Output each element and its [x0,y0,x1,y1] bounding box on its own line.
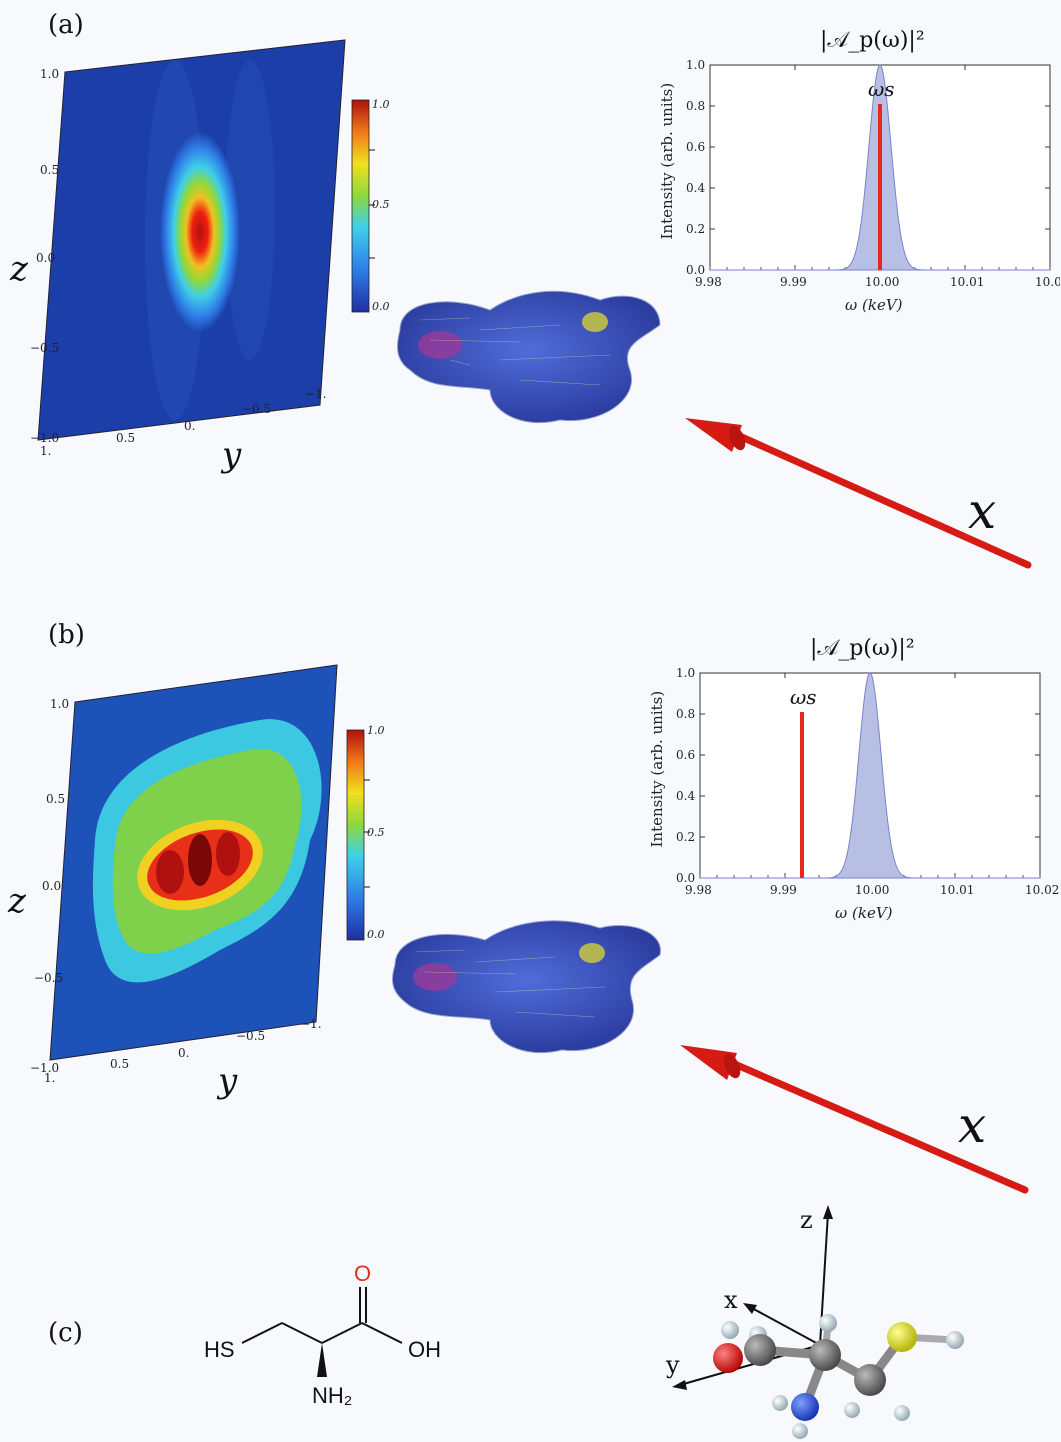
z-tick-a: 0.5 [40,163,59,177]
beam-arrow-b [680,1045,1029,1194]
y-axis-label: Intensity (arb. units) [658,83,676,240]
x-tick-label: 9.98 [695,275,722,289]
y-tick-b: −0.5 [236,1029,265,1043]
x-axis-label-a: x [968,482,996,540]
y-tick-a: −1. [305,387,327,401]
z-tick-a: −1.0 [30,431,59,445]
y-axis-label-a: y [220,435,242,475]
z-tick-b: −0.5 [34,971,63,985]
colorbar-tick-a: 0.5 [372,198,390,211]
cysteine-ball-and-stick-model: z x y [665,1205,964,1439]
y-tick-label: 0.2 [676,830,695,844]
cysteine-structural-formula: HS OH O NH₂ [204,1261,441,1408]
y-tick-a: 0.5 [116,431,135,445]
x-tick-label: 10.02 [1035,275,1060,289]
x-axis-label-b: x [958,1096,986,1154]
colorbar-tick-a: 0.0 [372,300,390,313]
y-tick-a: −0.5 [242,402,271,416]
y-tick-b: 1. [44,1071,55,1085]
colorbar-a [351,99,375,313]
y-tick-label: 1.0 [686,58,705,72]
beam-arrow-a [685,418,1032,569]
omega-s-label: ωs [868,77,895,101]
x-tick-label: 9.99 [780,275,807,289]
x-axis-label: x [724,1286,738,1314]
x-tick-label: 10.01 [950,275,984,289]
carbonyl-oxygen-label: O [354,1261,371,1286]
y-tick-b: 0.5 [110,1057,129,1071]
molecule-surface-b [391,920,661,1054]
panel-label-b: (b) [48,620,85,650]
y-axis-label-b: y [216,1061,238,1101]
y-tick-label: 1.0 [676,666,695,680]
z-tick-b: 1.0 [50,697,69,711]
y-tick-b: −1. [300,1017,322,1031]
y-tick-label: 0.2 [686,222,705,236]
z-tick-a: 0.0 [36,251,55,265]
hydroxyl-group-label: OH [408,1337,441,1362]
z-tick-b: −1.0 [30,1061,59,1075]
panel-a-figure: 1.0 0.5 0.0 −0.5 −1.0 1. 0.5 0. −0.5 −1.… [9,39,1032,569]
spectrum-chart-b: |𝒜_p(ω)|² 0.0 0.2 0.4 0.6 0.8 1.0 9.98 9.99 10.00… [648,636,1059,922]
y-tick-a: 1. [40,444,51,458]
y-tick-a: 0. [184,419,195,433]
y-tick-b: 0. [178,1046,189,1060]
colorbar-tick-b: 0.5 [367,826,385,839]
z-tick-b: 0.5 [46,792,65,806]
x-tick-label: 10.00 [865,275,899,289]
x-axis-label: ω (keV) [835,904,893,922]
intensity-map-b [49,664,338,1061]
omega-s-label: ωs [790,685,817,709]
y-tick-label: 0.4 [686,181,705,195]
z-tick-a: 1.0 [40,67,59,81]
y-tick-label: 0.8 [686,99,705,113]
y-axis-label: Intensity (arb. units) [648,691,666,848]
y-tick-label: 0.0 [676,871,695,885]
z-axis-label-b: z [7,881,27,921]
x-tick-label: 9.98 [685,883,712,897]
colorbar-tick-b: 0.0 [367,928,385,941]
intensity-map-a [37,39,346,441]
colorbar-tick-a: 1.0 [372,98,390,111]
chart-title: |𝒜_p(ω)|² [810,636,915,661]
y-axis-label: y [665,1351,680,1379]
colorbar-tick-b: 1.0 [367,724,385,737]
panel-label-c: (c) [48,1318,83,1348]
chart-title: |𝒜_p(ω)|² [820,28,925,53]
x-tick-label: 10.00 [855,883,889,897]
atoms [713,1314,964,1439]
y-tick-label: 0.6 [686,140,705,154]
y-tick-label: 0.8 [676,707,695,721]
x-axis-label: ω (keV) [845,296,903,314]
panel-b-figure: 1.0 0.5 0.0 −0.5 −1.0 1. 0.5 0. −0.5 −1.… [7,664,1029,1194]
colorbar-b [346,729,370,941]
thiol-group-label: HS [204,1337,235,1362]
panel-label-a: (a) [48,10,84,40]
x-tick-label: 9.99 [770,883,797,897]
x-tick-label: 10.01 [940,883,974,897]
z-axis-label: z [800,1206,813,1234]
y-tick-label: 0.6 [676,748,695,762]
x-tick-label: 10.02 [1025,883,1059,897]
spectrum-area [700,672,1040,879]
z-tick-b: 0.0 [42,879,61,893]
molecule-surface-a [396,290,661,424]
y-tick-label: 0.4 [676,789,695,803]
spectrum-chart-a: |𝒜_p(ω)|² 0.0 0.2 0.4 0.6 0.8 1.0 9.98 9.99 10.00… [658,28,1060,314]
z-axis-label-a: z [9,249,29,289]
y-tick-label: 0.0 [686,263,705,277]
amine-group-label: NH₂ [312,1383,352,1408]
z-tick-a: −0.5 [30,341,59,355]
